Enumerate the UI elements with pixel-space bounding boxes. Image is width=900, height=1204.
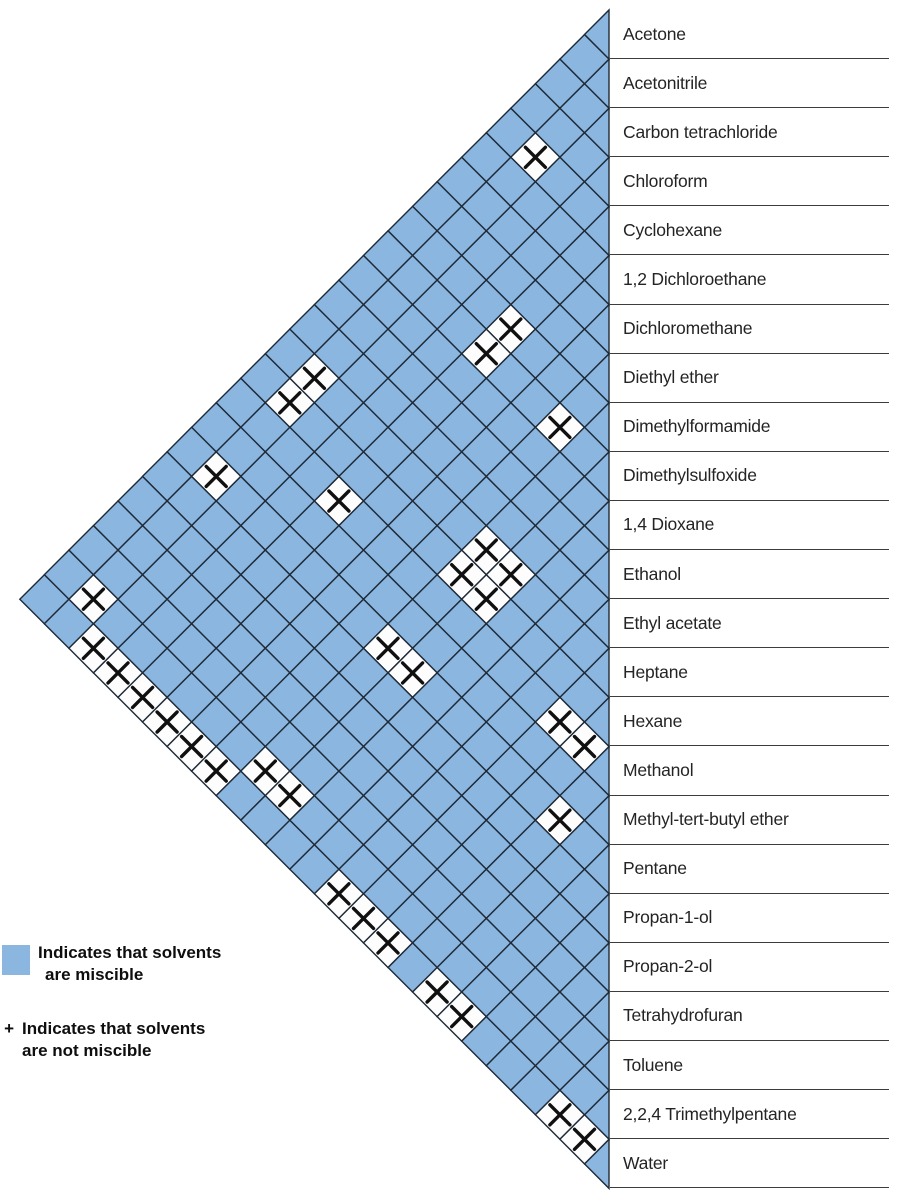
not-miscible-mark xyxy=(106,661,130,685)
not-miscible-mark xyxy=(204,464,228,489)
solvent-label: Ethanol xyxy=(623,563,681,584)
legend-immiscible-line2: are not miscible xyxy=(22,1041,152,1060)
not-miscible-mark xyxy=(548,415,572,440)
solvent-label-row: Water xyxy=(610,1139,889,1189)
not-miscible-mark xyxy=(327,489,351,513)
not-miscible-mark xyxy=(450,1004,474,1029)
not-miscible-mark xyxy=(376,931,400,955)
solvent-label-row: Ethanol xyxy=(610,550,889,600)
solvent-label: 1,2 Dichloroethane xyxy=(623,269,767,290)
legend-miscible-line1: Indicates that solvents xyxy=(38,943,222,962)
solvent-label: Methanol xyxy=(623,759,694,780)
solvent-label: 1,4 Dioxane xyxy=(623,514,715,535)
solvent-label: Dimethylformamide xyxy=(623,416,771,437)
solvent-label: 2,2,4 Trimethylpentane xyxy=(623,1103,797,1124)
not-miscible-mark xyxy=(81,587,106,611)
not-miscible-mark xyxy=(474,587,498,611)
solvent-label-row: Toluene xyxy=(610,1041,889,1091)
legend-immiscible-item: + Indicates that solvents are not miscib… xyxy=(2,1018,252,1062)
solvent-label: Propan-1-ol xyxy=(623,907,713,928)
solvent-label-row: Hexane xyxy=(610,697,889,747)
not-miscible-mark xyxy=(450,563,474,587)
not-miscible-mark xyxy=(130,685,155,710)
solvent-label: Cyclohexane xyxy=(623,219,722,240)
not-miscible-mark xyxy=(278,391,302,415)
not-miscible-mark xyxy=(425,980,449,1004)
plus-icon: + xyxy=(4,1019,14,1038)
solvent-label: Acetone xyxy=(623,23,686,44)
solvent-label-row: 2,2,4 Trimethylpentane xyxy=(610,1090,889,1140)
not-miscible-mark xyxy=(351,906,376,931)
not-miscible-mark xyxy=(278,783,302,808)
solvent-label-row: Methanol xyxy=(610,746,889,796)
solvent-label-row: Heptane xyxy=(610,648,889,698)
solvent-label-row: Propan-2-ol xyxy=(610,943,889,992)
solvent-label: Methyl-tert-butyl ether xyxy=(623,809,789,830)
solvent-label-row: Dichloromethane xyxy=(610,305,889,354)
not-miscible-mark xyxy=(155,710,179,734)
legend-immiscible-line1: Indicates that solvents xyxy=(22,1019,206,1038)
legend-miscible-item: Indicates that solvents are miscible xyxy=(2,942,252,986)
solvent-label-row: Acetonitrile xyxy=(610,59,889,109)
solvent-label-row: 1,4 Dioxane xyxy=(610,501,889,551)
solvent-label: Acetonitrile xyxy=(623,72,708,93)
solvent-label-row: Cyclohexane xyxy=(610,206,889,256)
not-miscible-mark xyxy=(253,759,277,783)
solvent-label: Tetrahydrofuran xyxy=(623,1005,743,1026)
not-miscible-mark xyxy=(499,317,523,341)
not-miscible-mark xyxy=(474,538,498,562)
not-miscible-mark xyxy=(204,759,228,783)
solvent-label-row: Tetrahydrofuran xyxy=(610,992,889,1041)
solvent-label-row: Chloroform xyxy=(610,157,889,207)
solvent-label-row: Carbon tetrachloride xyxy=(610,108,889,158)
solvent-label: Heptane xyxy=(623,661,688,682)
solvent-label-row: Propan-1-ol xyxy=(610,894,889,943)
not-miscible-mark xyxy=(523,145,548,169)
not-miscible-mark xyxy=(302,366,327,390)
solvent-label-list: Acetone Acetonitrile Carbon tetrachloride C… xyxy=(610,10,889,1189)
solvent-label: Hexane xyxy=(623,710,683,731)
legend-miscible-line2: are miscible xyxy=(45,965,144,984)
solvent-label: Propan-2-ol xyxy=(623,956,713,977)
solvent-label: Water xyxy=(623,1152,669,1173)
solvent-label-row: Acetone xyxy=(610,10,889,60)
solvent-label: Toluene xyxy=(623,1054,683,1075)
solvent-label: Dichloromethane xyxy=(623,318,753,339)
solvent-label: Diethyl ether xyxy=(623,367,719,388)
not-miscible-mark xyxy=(474,342,498,366)
not-miscible-mark xyxy=(548,1103,572,1127)
not-miscible-mark xyxy=(376,636,400,660)
solvent-label-row: Methyl-tert-butyl ether xyxy=(610,796,889,845)
solvent-label: Carbon tetrachloride xyxy=(623,121,778,142)
not-miscible-mark xyxy=(499,563,523,587)
legend: Indicates that solvents are miscible + I… xyxy=(2,942,252,1062)
solvent-label: Chloroform xyxy=(623,170,708,191)
not-miscible-mark xyxy=(572,734,597,759)
solvent-label: Ethyl acetate xyxy=(623,612,722,633)
solvent-label-row: Ethyl acetate xyxy=(610,599,889,649)
not-miscible-mark xyxy=(548,710,572,734)
not-miscible-mark xyxy=(548,808,572,832)
solvent-label-row: Diethyl ether xyxy=(610,354,889,403)
not-miscible-mark xyxy=(572,1127,597,1151)
miscible-swatch xyxy=(2,945,30,975)
solvent-label: Pentane xyxy=(623,858,687,879)
solvent-label-row: Dimethylsulfoxide xyxy=(610,452,889,501)
not-miscible-mark xyxy=(327,882,351,906)
not-miscible-mark xyxy=(400,661,425,685)
solvent-label-row: Pentane xyxy=(610,845,889,894)
not-miscible-mark xyxy=(81,636,106,660)
solvent-label-row: 1,2 Dichloroethane xyxy=(610,255,889,305)
solvent-label: Dimethylsulfoxide xyxy=(623,465,757,486)
not-miscible-mark xyxy=(179,734,204,759)
solvent-label-row: Dimethylformamide xyxy=(610,403,889,452)
